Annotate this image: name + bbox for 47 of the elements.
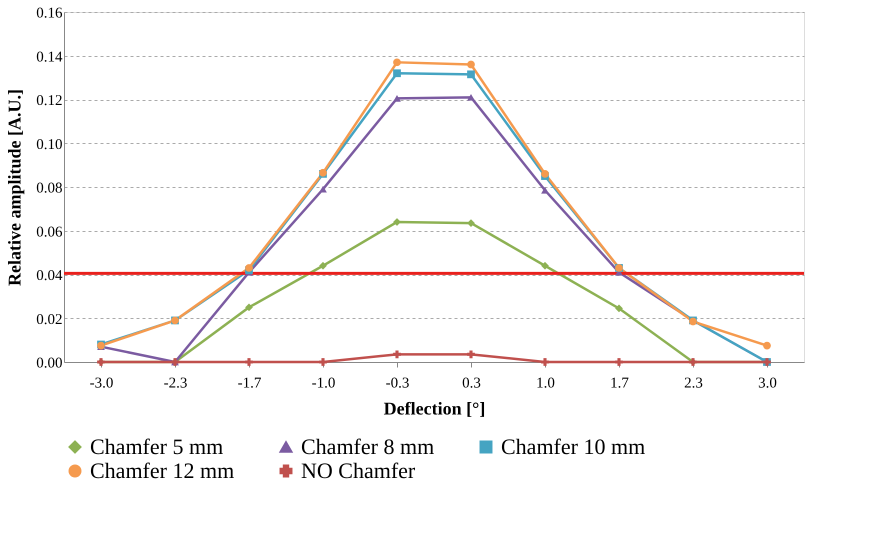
legend-label: Chamfer 10 mm bbox=[501, 434, 646, 459]
y-tick-label: 0.10 bbox=[36, 136, 62, 153]
y-tick-label: 0.02 bbox=[36, 312, 62, 328]
point bbox=[541, 186, 549, 194]
x-tick-label: -2.3 bbox=[164, 376, 188, 392]
point bbox=[541, 358, 549, 366]
point bbox=[319, 358, 327, 366]
point bbox=[245, 303, 253, 312]
point bbox=[541, 262, 549, 270]
x-tick-label: 1.0 bbox=[536, 376, 555, 392]
point bbox=[467, 70, 475, 78]
y-tick-label: 0.08 bbox=[36, 180, 62, 196]
point bbox=[393, 58, 401, 66]
point bbox=[319, 186, 327, 193]
legend-label: Chamfer 12 mm bbox=[90, 458, 234, 483]
point bbox=[245, 358, 253, 366]
point bbox=[393, 69, 401, 78]
y-tick-label: 0.16 bbox=[36, 6, 63, 22]
y-tick-label: 0.04 bbox=[36, 268, 63, 284]
y-tick-label: 0.00 bbox=[36, 356, 62, 372]
x-tick-label: 2.3 bbox=[684, 376, 703, 392]
x-axis-title: Deflection [°] bbox=[384, 398, 486, 418]
x-tick-label: -0.3 bbox=[386, 376, 410, 392]
point bbox=[393, 218, 401, 226]
point bbox=[393, 350, 401, 358]
legend-label: NO Chamfer bbox=[301, 458, 416, 483]
legend-label: Chamfer 8 mm bbox=[301, 434, 434, 459]
y-axis-title: Relative amplitude [A.U.] bbox=[4, 89, 24, 286]
y-tick-label: 0.06 bbox=[36, 224, 63, 240]
point bbox=[615, 304, 623, 312]
point bbox=[467, 219, 475, 227]
point bbox=[615, 358, 623, 366]
point bbox=[763, 342, 771, 350]
point bbox=[467, 60, 475, 68]
y-tick-label: 0.14 bbox=[36, 49, 63, 66]
point bbox=[393, 95, 401, 102]
point bbox=[467, 350, 475, 358]
point bbox=[319, 262, 327, 270]
x-tick-label: 3.0 bbox=[758, 376, 777, 392]
y-tick-label: 0.12 bbox=[36, 93, 62, 109]
x-tick-label: -3.0 bbox=[90, 376, 114, 392]
x-tick-label: -1.7 bbox=[238, 376, 262, 392]
legend-label: Chamfer 5 mm bbox=[90, 434, 224, 459]
x-tick-label: 1.7 bbox=[610, 376, 630, 392]
x-tick-label: -1.0 bbox=[312, 376, 336, 392]
x-tick-label: 0.3 bbox=[462, 376, 481, 392]
point bbox=[467, 94, 475, 101]
